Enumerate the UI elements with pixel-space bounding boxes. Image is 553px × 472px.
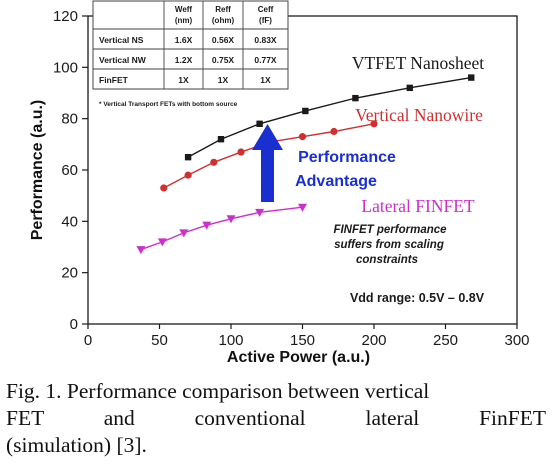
point-vertical-nanowire xyxy=(184,171,192,179)
point-vtfet-nanosheet xyxy=(406,84,413,92)
point-vtfet-nanosheet xyxy=(302,107,309,115)
chart: 0 50 100 150 200 250 300 0 20 40 60 80 100 120 Active … xyxy=(29,0,530,366)
table-cell: 1X xyxy=(178,75,189,85)
series-label-vertical-nanowire: Vertical Nanowire xyxy=(355,105,483,125)
point-lateral-finfet xyxy=(202,221,212,230)
y-tick-label: 60 xyxy=(61,162,78,179)
caption-line-2: FET and conventional lateral FinFET xyxy=(6,406,546,430)
y-tick-label: 0 xyxy=(70,316,78,333)
table-cell: 0.75X xyxy=(212,55,235,65)
arrow-label-performance: Performance xyxy=(298,149,396,166)
x-tick-label: 300 xyxy=(504,332,529,349)
x-axis-label: Active Power (a.u.) xyxy=(227,349,370,366)
x-tick-label: 100 xyxy=(218,332,243,349)
table-row-label: Vertical NW xyxy=(99,55,147,65)
table-header-cell: (fF) xyxy=(259,16,272,25)
finfet-note-line-1: FINFET performance xyxy=(333,224,447,236)
point-lateral-finfet xyxy=(226,215,236,224)
figure-caption: Fig. 1. Performance comparison between v… xyxy=(6,378,546,459)
properties-table: Weff (nm) Reff (ohm) Ceff (fF) Vertical NS 1.6X… xyxy=(92,0,289,108)
y-tick-label: 80 xyxy=(61,111,78,128)
point-vtfet-nanosheet xyxy=(352,94,359,102)
axes: 0 50 100 150 200 250 300 0 20 40 60 80 100 120 Active … xyxy=(29,8,530,366)
table-row-label: Vertical NS xyxy=(99,35,144,45)
point-vtfet-nanosheet xyxy=(184,153,192,161)
table-header-cell: (nm) xyxy=(175,16,193,25)
y-tick-label: 40 xyxy=(61,213,78,230)
point-vtfet-nanosheet xyxy=(468,74,475,81)
point-lateral-finfet xyxy=(179,229,189,238)
table-cell: 1.2X xyxy=(175,55,193,65)
point-lateral-finfet xyxy=(136,246,146,255)
table-cell: 1.6X xyxy=(175,35,193,45)
arrow-shaft xyxy=(261,148,274,202)
finfet-note-line-2: suffers from scaling xyxy=(334,239,444,251)
table-cell: 1X xyxy=(260,75,271,85)
series-layer: VTFET Nanosheet Vertical Nanowire Lateral … xyxy=(136,53,484,255)
table-cell: 0.56X xyxy=(212,35,235,45)
table-cell: 1X xyxy=(218,75,229,85)
table-header-cell: Reff xyxy=(215,5,231,14)
x-tick-label: 150 xyxy=(290,332,315,349)
x-tick-label: 200 xyxy=(361,332,386,349)
finfet-note-line-3: constraints xyxy=(356,254,418,266)
y-axis-label: Performance (a.u.) xyxy=(29,100,46,240)
table-header-cell: Ceff xyxy=(258,5,274,14)
series-line-lateral-finfet xyxy=(140,206,303,251)
y-tick-label: 20 xyxy=(61,265,78,282)
series-label-vtfet-nanosheet: VTFET Nanosheet xyxy=(352,53,484,73)
point-vtfet-nanosheet xyxy=(217,136,225,143)
table-row-label: FinFET xyxy=(99,75,129,85)
table-cell: 0.83X xyxy=(254,35,277,45)
annotations: Performance Advantage FINFET performance su… xyxy=(252,124,485,305)
point-lateral-finfet xyxy=(298,203,307,212)
point-vertical-nanowire xyxy=(237,148,245,156)
point-vtfet-nanosheet xyxy=(256,120,263,127)
point-lateral-finfet xyxy=(157,238,167,247)
point-vertical-nanowire xyxy=(160,184,168,192)
table-cell: 0.77X xyxy=(254,55,277,65)
x-tick-label: 50 xyxy=(151,332,168,349)
series-label-lateral-finfet: Lateral FINFET xyxy=(361,196,475,216)
point-vertical-nanowire xyxy=(298,133,307,141)
y-tick-label: 100 xyxy=(53,59,78,76)
arrow-head xyxy=(252,124,283,150)
point-vertical-nanowire xyxy=(210,158,218,166)
y-tick-label: 120 xyxy=(53,8,78,25)
table-header-cell: (ohm) xyxy=(212,16,235,25)
x-tick-label: 0 xyxy=(84,332,92,349)
vdd-range-note: Vdd range: 0.5V – 0.8V xyxy=(350,291,485,305)
caption-line-1: Fig. 1. Performance comparison between v… xyxy=(6,379,430,403)
point-vertical-nanowire xyxy=(370,120,378,128)
arrow-label-advantage: Advantage xyxy=(295,173,377,190)
point-vertical-nanowire xyxy=(330,127,338,136)
point-lateral-finfet xyxy=(255,208,265,217)
table-footnote: * Vertical Transport FETs with bottom so… xyxy=(99,101,238,108)
x-tick-label: 250 xyxy=(433,332,458,349)
caption-line-3: (simulation) [3]. xyxy=(6,433,147,457)
table-frame xyxy=(92,0,289,90)
table-header-cell: Weff xyxy=(175,5,193,14)
